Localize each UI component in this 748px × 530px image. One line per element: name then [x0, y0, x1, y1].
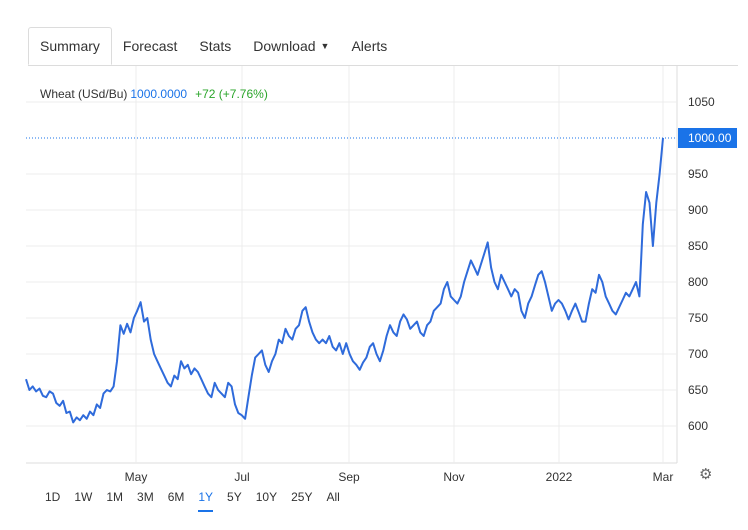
tab-bar: Summary Forecast Stats Download ▼ Alerts	[28, 27, 398, 65]
chart-legend: Wheat (USd/Bu) 1000.0000 +72 (+7.76%)	[40, 87, 268, 101]
range-1w[interactable]: 1W	[74, 490, 93, 504]
tab-download[interactable]: Download ▼	[242, 27, 340, 65]
price-series-line	[25, 137, 664, 424]
x-tick-label: Sep	[338, 470, 360, 484]
y-tick-label: 800	[688, 275, 708, 289]
tab-stats-label: Stats	[199, 38, 232, 54]
range-1d[interactable]: 1D	[45, 490, 61, 504]
gear-icon[interactable]: ⚙	[699, 466, 713, 483]
last-price-badge	[678, 128, 737, 148]
tab-download-label: Download	[253, 38, 316, 54]
x-tick-label: May	[125, 470, 148, 484]
tab-alerts-label: Alerts	[351, 38, 388, 54]
range-25y[interactable]: 25Y	[291, 490, 313, 504]
tab-forecast-label: Forecast	[122, 38, 178, 54]
tab-divider	[28, 65, 738, 66]
y-tick-label: 700	[688, 347, 708, 361]
range-1y[interactable]: 1Y	[198, 490, 214, 512]
instrument-name: Wheat (USd/Bu)	[40, 87, 128, 101]
y-tick-label: 1050	[688, 95, 715, 109]
x-tick-label: Jul	[234, 470, 249, 484]
x-tick-label: Mar	[653, 470, 674, 484]
tab-summary[interactable]: Summary	[28, 27, 112, 65]
range-all[interactable]: All	[326, 490, 340, 504]
current-price: 1000.0000	[130, 87, 188, 101]
y-tick-label: 650	[688, 383, 708, 397]
x-tick-label: 2022	[546, 470, 573, 484]
price-change: +72 (+7.76%)	[195, 87, 268, 101]
y-tick-label: 750	[688, 311, 708, 325]
range-5y[interactable]: 5Y	[227, 490, 242, 504]
range-selector: 1D 1W 1M 3M 6M 1Y 5Y 10Y 25Y All	[38, 490, 347, 512]
y-tick-label: 950	[688, 167, 708, 181]
tab-forecast[interactable]: Forecast	[112, 27, 188, 65]
range-10y[interactable]: 10Y	[255, 490, 278, 504]
caret-down-icon: ▼	[320, 41, 330, 51]
range-6m[interactable]: 6M	[167, 490, 185, 504]
tab-stats[interactable]: Stats	[188, 27, 242, 65]
tab-summary-label: Summary	[40, 38, 100, 54]
x-tick-label: Nov	[443, 470, 464, 484]
y-tick-label: 850	[688, 239, 708, 253]
y-tick-label: 900	[688, 203, 708, 217]
range-3m[interactable]: 3M	[137, 490, 154, 504]
y-tick-label: 600	[688, 419, 708, 433]
tab-alerts[interactable]: Alerts	[340, 27, 398, 65]
range-1m[interactable]: 1M	[106, 490, 124, 504]
last-price-label: 1000.00	[688, 131, 732, 145]
